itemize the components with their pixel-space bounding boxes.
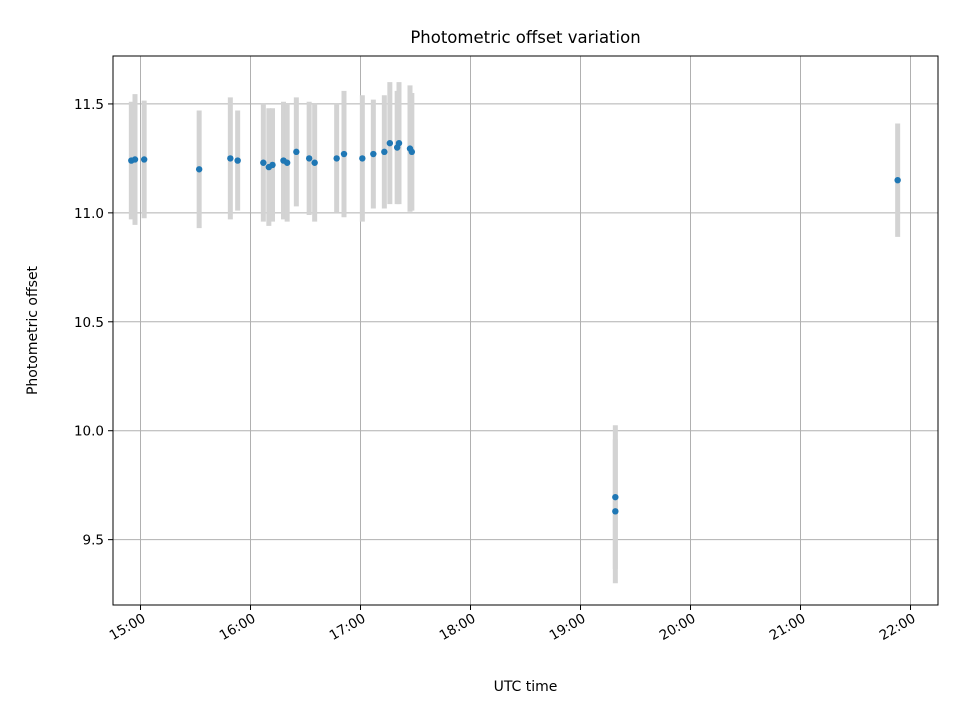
data-point xyxy=(408,148,416,156)
data-point xyxy=(227,155,234,162)
data-point xyxy=(894,176,901,184)
y-tick-label: 11.5 xyxy=(74,97,104,113)
data-point xyxy=(234,157,241,164)
x-axis-label: UTC time xyxy=(494,679,558,695)
data-point xyxy=(283,159,291,166)
data-point xyxy=(269,161,276,169)
data-point xyxy=(370,150,377,158)
y-tick-label: 10.0 xyxy=(74,424,104,440)
y-tick-label: 10.5 xyxy=(74,315,104,331)
data-point xyxy=(131,156,139,163)
y-axis-label: Photometric offset xyxy=(25,265,41,395)
data-point xyxy=(386,139,394,147)
x-tick-label: 21:00 xyxy=(767,611,809,644)
data-point xyxy=(333,155,340,162)
x-tick-label: 22:00 xyxy=(877,611,919,644)
error-bars xyxy=(128,82,901,584)
x-tick-label: 17:00 xyxy=(327,611,369,644)
plot-frame xyxy=(112,55,939,606)
data-points xyxy=(128,139,901,515)
data-point xyxy=(340,150,348,158)
x-tick-label: 16:00 xyxy=(217,611,259,644)
y-tick-label: 11.0 xyxy=(74,206,104,222)
data-point xyxy=(612,493,619,501)
grid xyxy=(113,56,938,605)
data-point xyxy=(359,155,366,162)
data-point xyxy=(305,155,313,162)
data-point xyxy=(395,139,403,147)
data-point xyxy=(612,508,619,515)
x-tick-label: 19:00 xyxy=(547,611,589,644)
x-tick-label: 18:00 xyxy=(437,611,479,644)
x-tick-label: 15:00 xyxy=(107,611,149,644)
x-tick-label: 20:00 xyxy=(657,611,699,644)
data-point xyxy=(311,159,318,166)
data-point xyxy=(381,148,388,156)
y-tick-label: 9.5 xyxy=(83,533,104,549)
data-point xyxy=(140,156,148,163)
data-point xyxy=(260,159,267,166)
chart-title: Photometric offset variation xyxy=(410,28,640,47)
data-point xyxy=(293,148,300,156)
data-point xyxy=(195,166,203,173)
